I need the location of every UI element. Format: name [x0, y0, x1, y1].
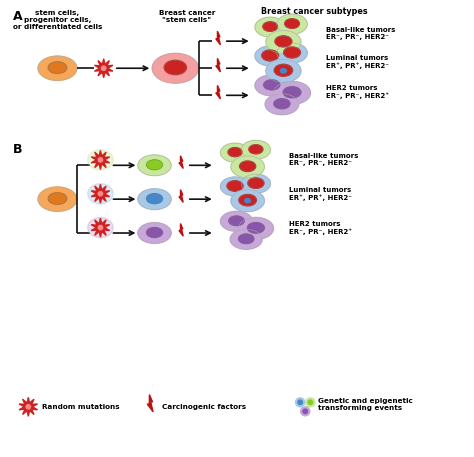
Ellipse shape: [152, 53, 199, 83]
Text: Luminal tumors
ER⁺, PR⁺, HER2⁻: Luminal tumors ER⁺, PR⁺, HER2⁻: [289, 187, 352, 201]
Ellipse shape: [255, 17, 285, 37]
Polygon shape: [179, 156, 183, 169]
Ellipse shape: [255, 46, 285, 66]
Ellipse shape: [230, 229, 262, 249]
Ellipse shape: [229, 216, 244, 226]
Text: A: A: [13, 10, 22, 22]
Ellipse shape: [164, 60, 186, 74]
Ellipse shape: [88, 184, 113, 204]
Ellipse shape: [263, 22, 277, 32]
Text: HER2 tumors
ER⁻, PR⁻, HER2⁺: HER2 tumors ER⁻, PR⁻, HER2⁺: [289, 221, 352, 234]
Ellipse shape: [98, 191, 102, 196]
Ellipse shape: [146, 160, 163, 170]
Text: stem cells,
progenitor cells,
or differentiated cells: stem cells, progenitor cells, or differe…: [13, 10, 102, 30]
Text: Luminal tumors
ER⁺, PR⁺, HER2⁻: Luminal tumors ER⁺, PR⁺, HER2⁻: [326, 55, 389, 69]
Ellipse shape: [88, 218, 113, 238]
Ellipse shape: [220, 211, 253, 231]
Polygon shape: [19, 397, 37, 416]
Polygon shape: [91, 150, 109, 170]
Ellipse shape: [277, 14, 307, 34]
Polygon shape: [216, 31, 220, 45]
Ellipse shape: [283, 47, 301, 58]
Ellipse shape: [266, 31, 301, 53]
Polygon shape: [94, 59, 113, 78]
Text: Breast cancer
"stem cells": Breast cancer "stem cells": [159, 10, 215, 22]
Ellipse shape: [248, 178, 264, 188]
Ellipse shape: [264, 80, 280, 90]
Ellipse shape: [38, 56, 77, 80]
Text: Basal-like tumors
ER⁻, PR⁻, HER2⁻: Basal-like tumors ER⁻, PR⁻, HER2⁻: [326, 27, 395, 40]
Ellipse shape: [303, 409, 308, 414]
Ellipse shape: [273, 81, 310, 104]
Ellipse shape: [265, 94, 299, 115]
Text: Basal-like tumors
ER⁻, PR⁻, HER2⁻: Basal-like tumors ER⁻, PR⁻, HER2⁻: [289, 154, 358, 166]
Ellipse shape: [88, 150, 113, 170]
Ellipse shape: [239, 161, 255, 171]
Ellipse shape: [98, 225, 102, 230]
Ellipse shape: [231, 156, 264, 178]
Ellipse shape: [262, 50, 279, 61]
Polygon shape: [179, 223, 183, 236]
Ellipse shape: [228, 148, 242, 157]
Ellipse shape: [238, 218, 273, 239]
Ellipse shape: [146, 228, 163, 238]
Ellipse shape: [295, 398, 305, 407]
Ellipse shape: [266, 59, 301, 82]
Ellipse shape: [101, 66, 106, 70]
Ellipse shape: [245, 198, 251, 203]
Ellipse shape: [301, 407, 310, 416]
Ellipse shape: [285, 19, 300, 28]
Ellipse shape: [231, 190, 264, 212]
Ellipse shape: [306, 398, 315, 407]
Ellipse shape: [275, 36, 292, 47]
Text: Genetic and epigenetic
transforming events: Genetic and epigenetic transforming even…: [318, 398, 412, 410]
Ellipse shape: [48, 62, 67, 74]
Text: Random mutations: Random mutations: [42, 404, 120, 410]
Polygon shape: [216, 85, 220, 99]
Ellipse shape: [281, 69, 286, 73]
Ellipse shape: [308, 400, 313, 404]
Ellipse shape: [274, 64, 292, 76]
Ellipse shape: [277, 43, 307, 63]
Ellipse shape: [138, 223, 171, 244]
Ellipse shape: [227, 181, 243, 191]
Text: Breast cancer subtypes: Breast cancer subtypes: [261, 7, 367, 16]
Ellipse shape: [274, 99, 290, 109]
Polygon shape: [179, 190, 183, 202]
Ellipse shape: [138, 155, 171, 175]
Text: HER2 tumors
ER⁻, PR⁻, HER2⁺: HER2 tumors ER⁻, PR⁻, HER2⁺: [326, 85, 389, 99]
Ellipse shape: [220, 177, 250, 196]
Ellipse shape: [247, 223, 264, 233]
Ellipse shape: [241, 174, 271, 193]
Ellipse shape: [138, 189, 171, 210]
Ellipse shape: [98, 158, 102, 162]
Text: Carcinogenic factors: Carcinogenic factors: [163, 404, 246, 410]
Ellipse shape: [255, 75, 289, 96]
Polygon shape: [91, 218, 109, 237]
Ellipse shape: [38, 187, 77, 211]
Ellipse shape: [298, 400, 302, 404]
Polygon shape: [147, 395, 153, 412]
Ellipse shape: [26, 405, 30, 409]
Ellipse shape: [241, 140, 271, 159]
Ellipse shape: [283, 87, 301, 98]
Ellipse shape: [249, 145, 263, 154]
Polygon shape: [91, 184, 109, 203]
Ellipse shape: [220, 143, 250, 162]
Ellipse shape: [48, 193, 67, 204]
Ellipse shape: [146, 194, 163, 204]
Polygon shape: [216, 58, 220, 72]
Ellipse shape: [238, 234, 254, 244]
Text: B: B: [13, 143, 22, 156]
Ellipse shape: [239, 195, 256, 206]
